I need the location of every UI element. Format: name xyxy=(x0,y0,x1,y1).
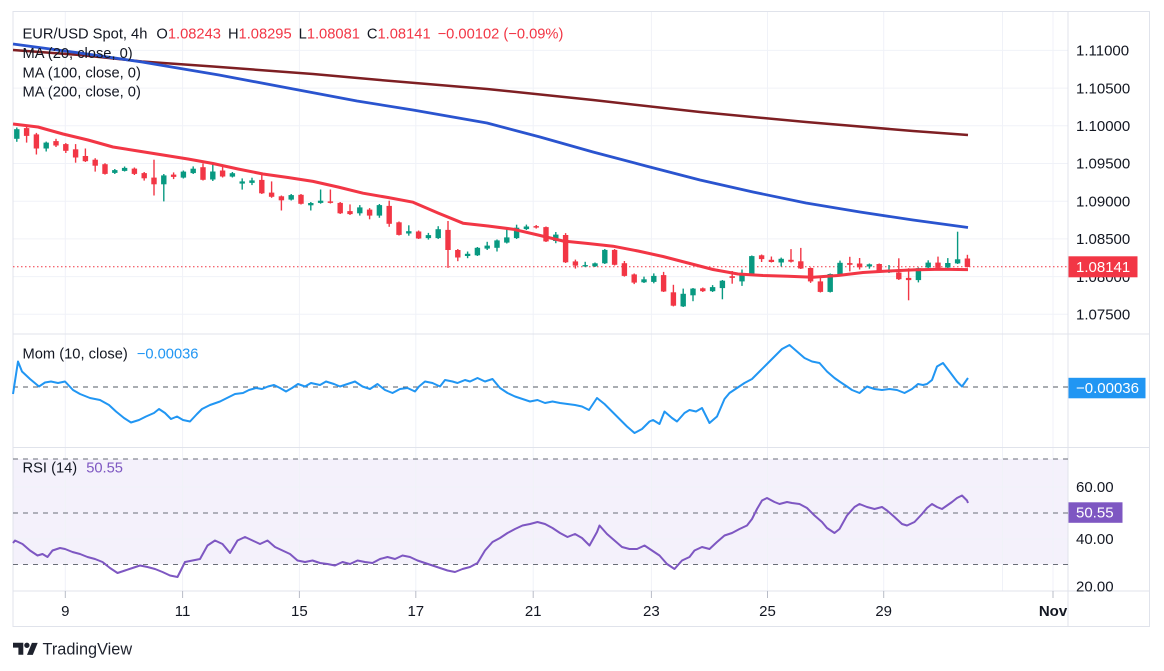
svg-text:29: 29 xyxy=(875,603,892,620)
svg-text:RSI (14)50.55: RSI (14) 50.55 xyxy=(23,461,123,477)
svg-text:Mom (10, close)−0.00036: Mom (10, close) −0.00036 xyxy=(23,347,199,363)
svg-text:1.08500: 1.08500 xyxy=(1076,231,1130,248)
svg-text:11: 11 xyxy=(175,603,191,620)
svg-text:60.00: 60.00 xyxy=(1076,479,1114,496)
svg-text:15: 15 xyxy=(291,603,308,620)
svg-text:1.08141: 1.08141 xyxy=(1076,259,1130,276)
svg-text:1.09000: 1.09000 xyxy=(1076,193,1130,210)
svg-text:50.55: 50.55 xyxy=(1076,505,1114,522)
svg-text:−0.00036: −0.00036 xyxy=(1076,380,1139,397)
svg-text:Nov: Nov xyxy=(1039,603,1068,620)
svg-text:MA (100, close, 0): MA (100, close, 0) xyxy=(23,65,141,81)
svg-text:17: 17 xyxy=(407,603,424,620)
svg-text:40.00: 40.00 xyxy=(1076,531,1114,548)
svg-text:1.11000: 1.11000 xyxy=(1076,43,1129,60)
svg-text:MA (200, close, 0): MA (200, close, 0) xyxy=(23,85,141,101)
svg-text:1.09500: 1.09500 xyxy=(1076,156,1130,173)
svg-text:9: 9 xyxy=(61,603,69,620)
svg-text:1.10500: 1.10500 xyxy=(1076,80,1130,97)
svg-text:MA (20, close, 0): MA (20, close, 0) xyxy=(23,46,133,62)
svg-text:21: 21 xyxy=(525,603,542,620)
svg-text:TradingView: TradingView xyxy=(43,641,133,659)
svg-text:1.07500: 1.07500 xyxy=(1076,307,1130,324)
svg-text:25: 25 xyxy=(759,603,776,620)
svg-text:20.00: 20.00 xyxy=(1076,579,1114,596)
svg-text:23: 23 xyxy=(643,603,660,620)
svg-text:1.10000: 1.10000 xyxy=(1076,118,1130,135)
